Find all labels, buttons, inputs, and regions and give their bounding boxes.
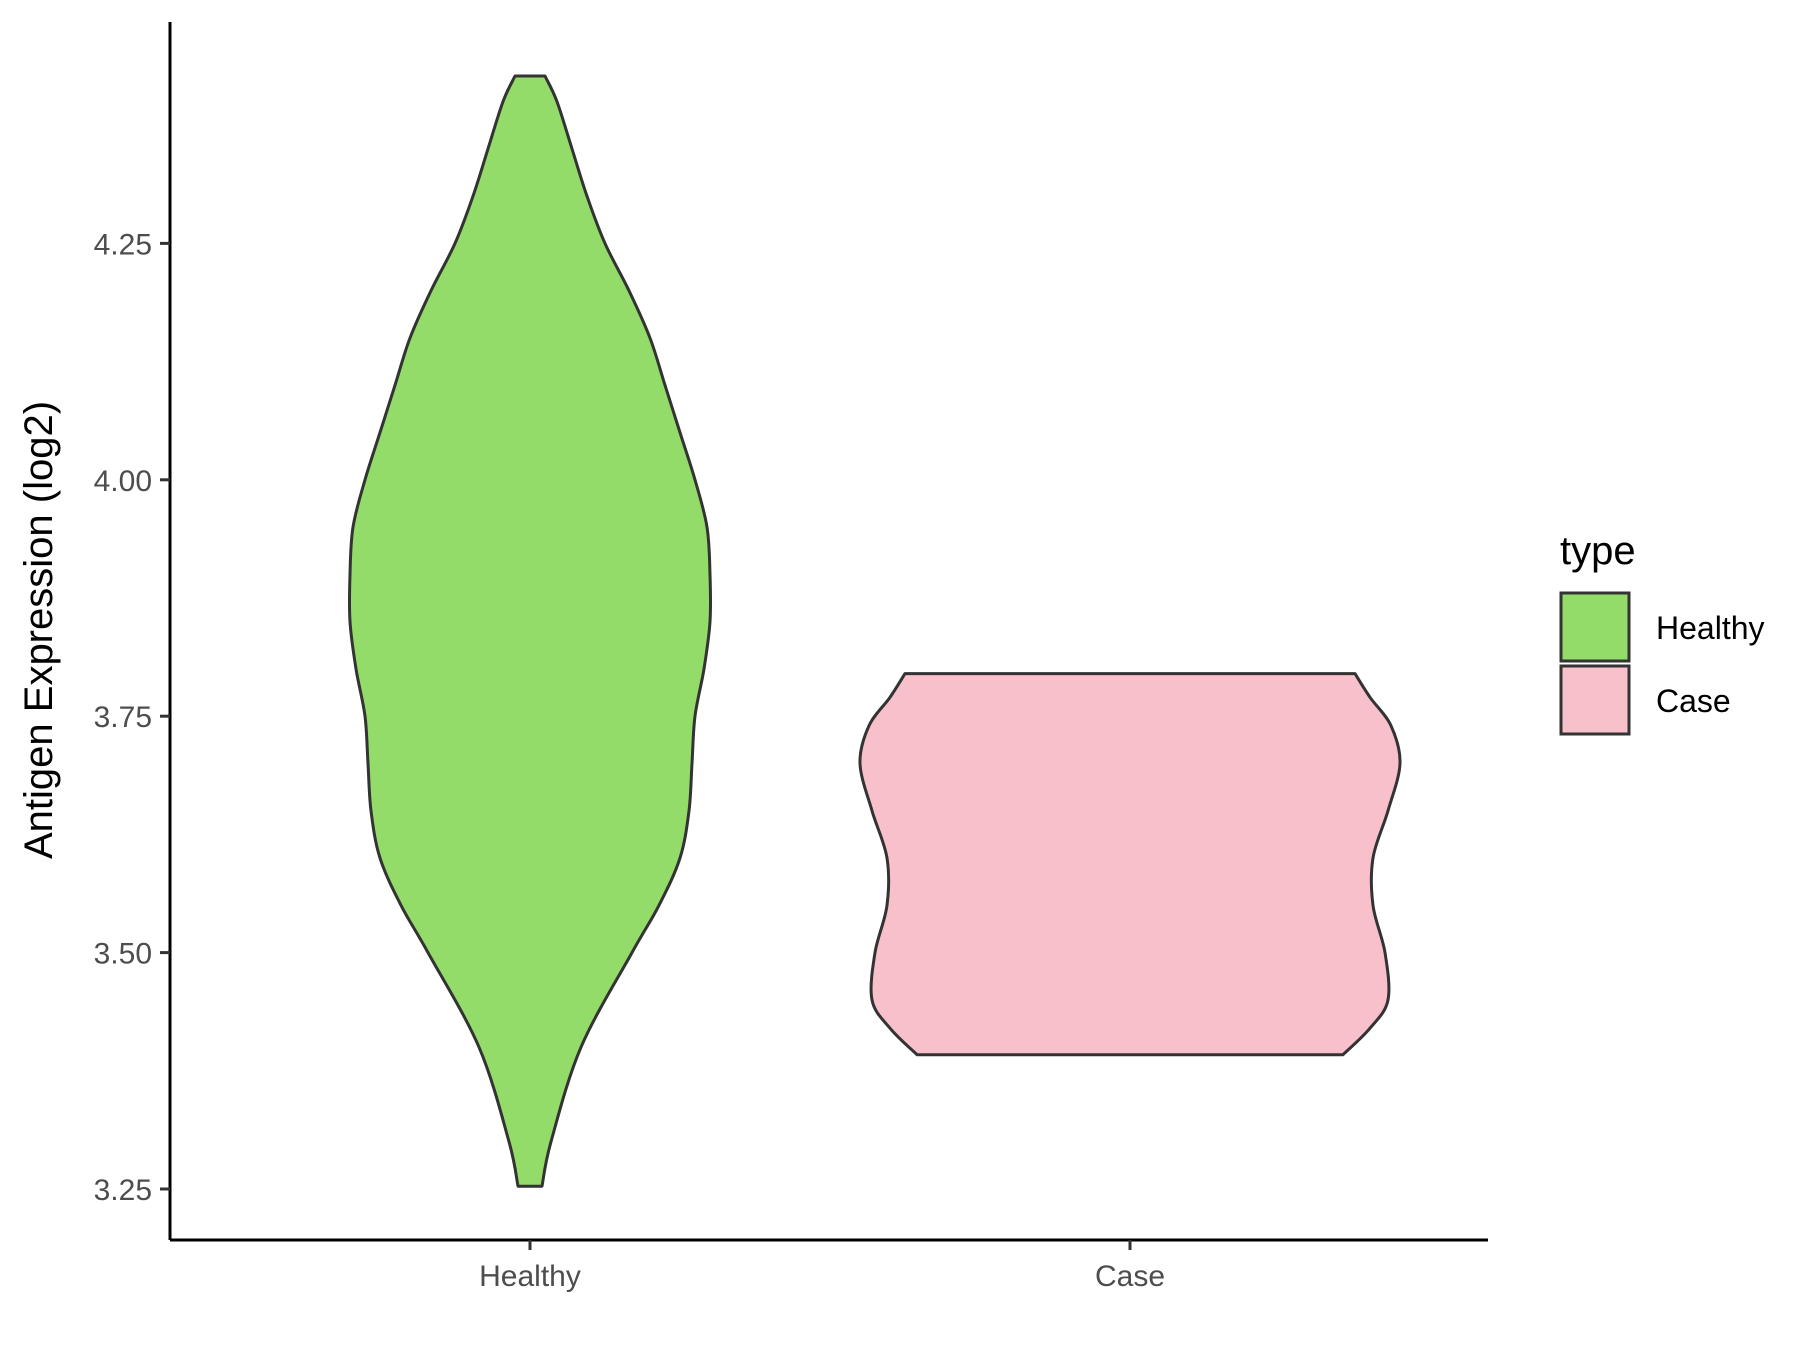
- x-tick-label: Case: [1095, 1260, 1165, 1293]
- legend-swatch-case: [1559, 664, 1631, 736]
- y-tick-label: 3.25: [94, 1174, 152, 1207]
- legend: type Healthy Case: [1559, 529, 1765, 736]
- legend-swatch-healthy: [1559, 591, 1631, 663]
- violin-case: [858, 672, 1402, 1057]
- y-tick-label: 4.00: [94, 465, 152, 498]
- violins-group: [347, 74, 1402, 1188]
- legend-label-healthy: Healthy: [1656, 610, 1765, 646]
- y-tick-label: 3.75: [94, 701, 152, 734]
- axes-group: 3.25 3.50 3.75 4.00 4.25 Healthy Case: [94, 22, 1488, 1293]
- y-tick-label: 4.25: [94, 228, 152, 261]
- violin-healthy: [347, 74, 713, 1188]
- y-axis-title: Antigen Expression (log2): [17, 401, 61, 859]
- legend-title: type: [1560, 529, 1636, 573]
- y-tick-label: 3.50: [94, 938, 152, 971]
- x-tick-label: Healthy: [479, 1260, 581, 1293]
- legend-label-case: Case: [1656, 683, 1731, 719]
